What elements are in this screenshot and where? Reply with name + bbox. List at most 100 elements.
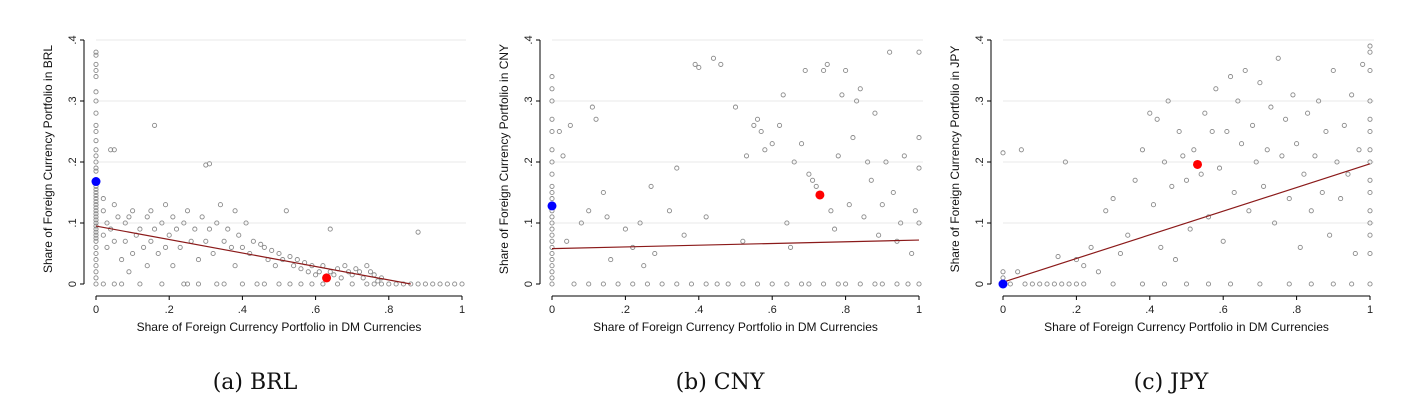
data-point [177,244,183,250]
data-point [916,220,922,226]
x-tick-label: .2 [1072,304,1081,316]
data-point [119,281,125,287]
y-tick-label: .1 [67,218,79,227]
data-point [1198,171,1204,177]
data-point [166,232,172,238]
data-point [1367,220,1373,226]
data-point [916,165,922,171]
data-point [564,238,570,244]
data-point [393,281,399,287]
data-point [93,110,99,116]
data-point [100,281,106,287]
data-point [111,238,117,244]
data-point [813,183,819,189]
data-point [159,220,165,226]
data-point [1367,128,1373,135]
x-tick-label: .2 [621,304,630,316]
data-point [1286,281,1292,287]
data-point [331,272,337,278]
data-point [600,189,606,196]
data-point [415,281,421,287]
data-point [181,281,187,287]
data-point [356,269,363,275]
data-point [806,171,812,177]
data-point [1073,281,1079,287]
data-point [93,189,99,196]
data-point [1367,250,1373,257]
data-point [1345,171,1351,177]
data-point [1319,189,1325,196]
data-point [622,226,628,232]
data-point [360,275,366,281]
x-axis-label: Share of Foreign Currency Portfolio in D… [593,320,878,334]
data-point [93,250,99,257]
data-point [876,232,882,238]
data-point [674,281,680,287]
data-point [615,281,621,287]
data-point [93,147,99,153]
data-point [788,244,794,250]
data-point [843,67,849,74]
data-point [437,281,443,287]
data-point [364,281,370,287]
data-point [159,281,165,287]
highlight-point-blue [547,201,557,211]
y-tick-label: 0 [974,281,986,287]
data-point [714,281,720,287]
data-point [608,257,614,263]
y-tick-label: .4 [67,35,79,44]
data-point [740,281,746,287]
data-point [821,281,827,287]
y-tick-label: .1 [974,218,986,227]
data-point [210,250,216,257]
data-point [802,67,808,74]
data-point [1227,74,1234,80]
y-axis-label: Share of Foreign Currency Portfolio in B… [41,45,55,273]
data-point [703,214,709,220]
data-point [1205,281,1212,287]
data-point [93,226,99,232]
y-tick-label: .4 [523,35,535,44]
data-point [1246,208,1252,214]
data-point [916,281,922,287]
data-point [1139,281,1146,287]
data-point [104,220,110,226]
data-point [1305,110,1311,116]
data-point [879,202,885,208]
x-axis-label: Share of Foreign Currency Portfolio in D… [1044,320,1329,334]
data-point [754,116,761,122]
data-point [846,202,852,208]
data-point [1103,208,1109,214]
data-point [1250,122,1256,128]
data-point [1268,104,1274,110]
data-point [93,205,99,211]
data-point [1330,67,1336,74]
data-point [173,226,180,232]
data-point [872,110,878,116]
data-point [549,183,555,189]
data-point [894,238,900,244]
data-point [1272,220,1278,226]
panel-caption: (b) CNY [676,370,765,395]
data-point [93,214,99,220]
data-point [1139,147,1146,153]
data-point [137,226,143,232]
data-point [93,275,99,281]
data-point [567,122,573,128]
data-point [152,226,158,232]
data-point [1051,281,1057,287]
data-point [415,229,421,235]
data-point [93,196,99,202]
data-point [93,229,99,235]
data-point [287,281,293,287]
y-tick-label: .4 [974,35,986,44]
data-point [309,281,315,287]
data-point [93,244,99,250]
data-point [799,141,805,147]
data-point [320,281,326,287]
panel-caption: (c) JPY [1134,370,1209,395]
data-point [916,135,922,141]
data-point [93,217,99,223]
x-tick-label: .6 [768,304,777,316]
data-point [549,232,555,238]
